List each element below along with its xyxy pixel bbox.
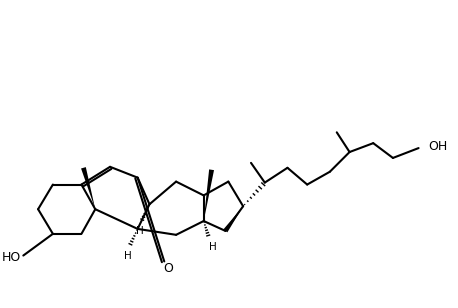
Text: H: H xyxy=(209,242,217,252)
Polygon shape xyxy=(81,167,95,209)
Text: O: O xyxy=(163,262,173,275)
Text: HO: HO xyxy=(2,251,22,264)
Polygon shape xyxy=(204,169,214,221)
Text: H: H xyxy=(124,250,131,261)
Polygon shape xyxy=(224,206,243,232)
Text: OH: OH xyxy=(428,140,447,153)
Text: H: H xyxy=(136,226,143,236)
